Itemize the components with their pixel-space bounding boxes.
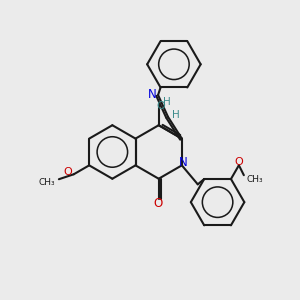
Text: O: O <box>63 167 72 177</box>
Text: H: H <box>172 110 180 120</box>
Text: N: N <box>178 156 187 169</box>
Text: CH₃: CH₃ <box>38 178 55 187</box>
Text: H: H <box>163 98 170 107</box>
Text: O: O <box>153 197 162 210</box>
Text: O: O <box>235 157 243 167</box>
Text: CH₃: CH₃ <box>247 175 263 184</box>
Text: O: O <box>156 101 165 111</box>
Text: N: N <box>148 88 157 100</box>
